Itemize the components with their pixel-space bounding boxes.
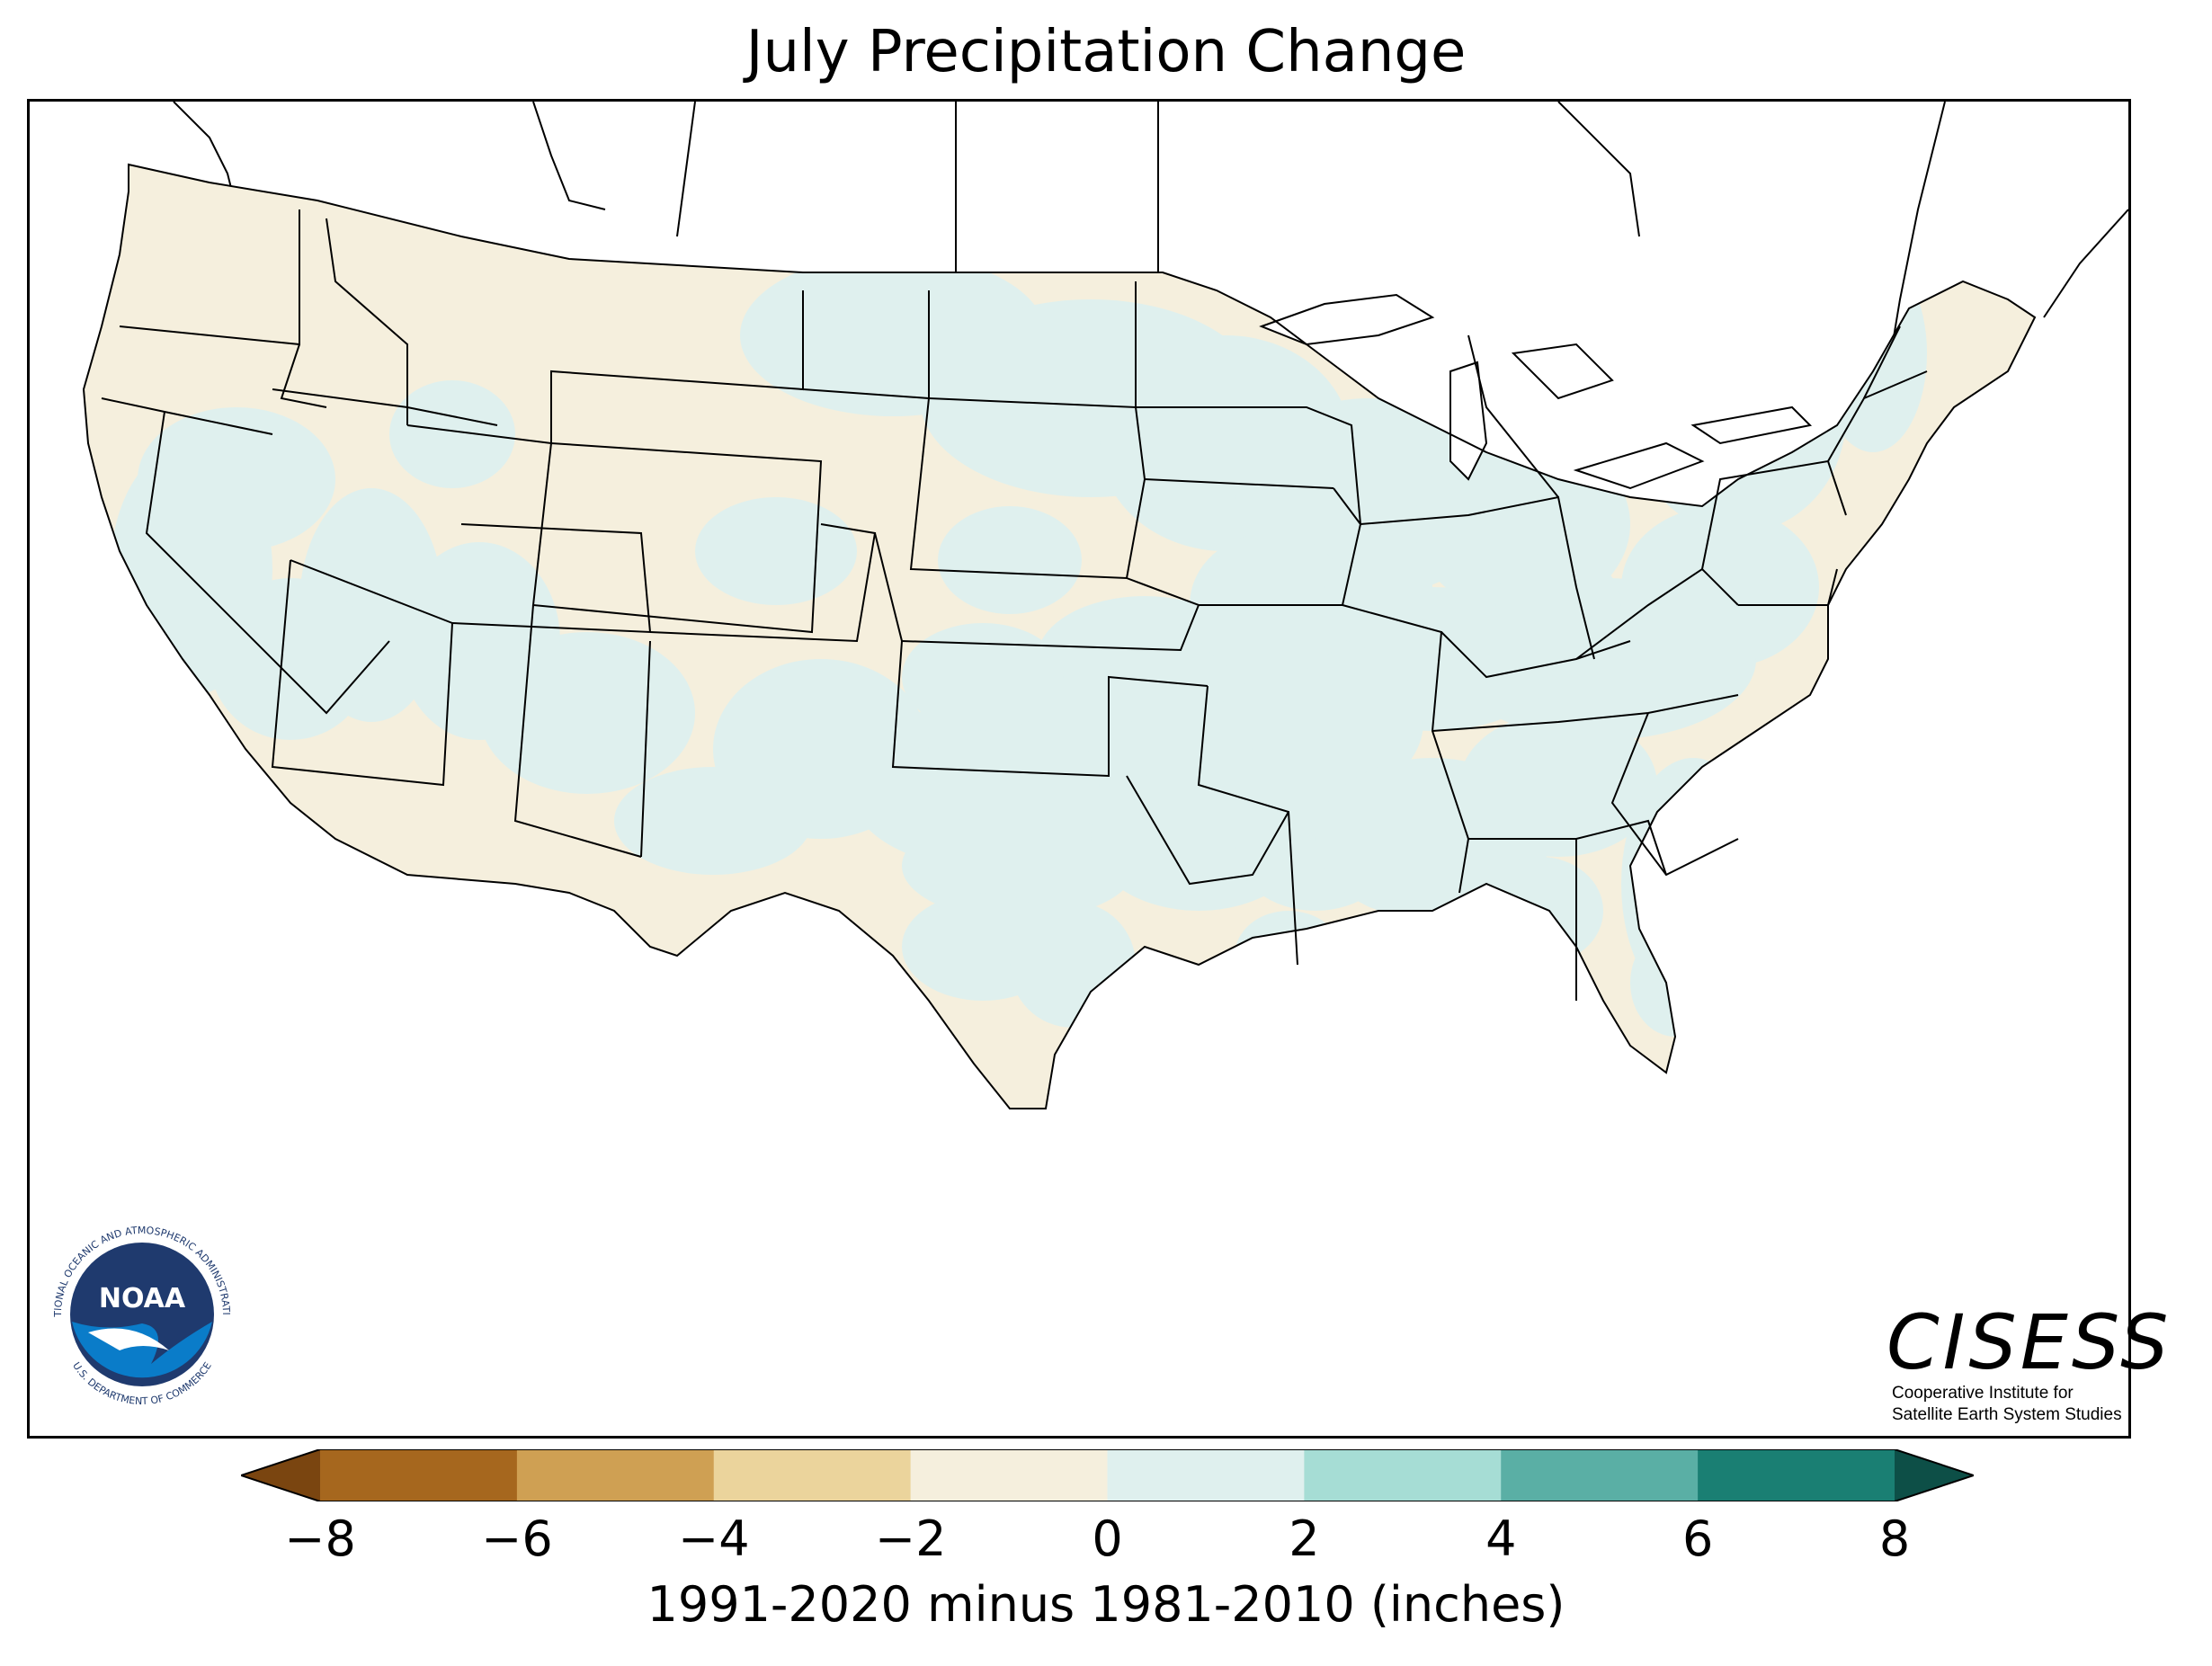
colorbar-extend-low [241, 1449, 320, 1501]
wet-region [138, 407, 335, 551]
colorbar-label: 1991-2020 minus 1981-2010 (inches) [647, 1576, 1565, 1633]
colorbar-tick-label: 2 [1289, 1510, 1320, 1567]
colorbar-segment [910, 1449, 1108, 1501]
wet-region [1495, 551, 1621, 659]
wet-region [1630, 929, 1720, 1037]
wet-region [1010, 902, 1136, 1028]
wet-region [614, 767, 812, 875]
land-areas [84, 165, 2035, 1109]
colorbar [241, 1449, 1974, 1501]
lake [1449, 361, 1488, 481]
noaa-logo: NOAA NATIONAL OCEANIC AND ATMOSPHERIC AD… [34, 1207, 244, 1416]
state-border [406, 290, 804, 445]
lake [1259, 293, 1435, 346]
colorbar-segment [320, 1449, 518, 1501]
wet-region [902, 623, 1064, 731]
state-border [280, 343, 327, 408]
state-border [1432, 694, 1739, 732]
lake [1573, 441, 1705, 490]
state-border [874, 532, 1209, 778]
state-border [901, 577, 1200, 652]
cisess-logo: CISESS Cooperative Institute for Satelli… [1886, 1298, 2172, 1426]
colorbar-segment [1698, 1449, 1895, 1501]
lake [1511, 343, 1614, 400]
wet-region [1459, 713, 1657, 857]
state-border [649, 523, 877, 643]
wet-region [1477, 857, 1603, 965]
colorbar-tick-label: −8 [284, 1510, 356, 1567]
state-border [1610, 712, 1739, 877]
state-border [1738, 568, 1838, 606]
us-map [82, 102, 2128, 1109]
state-border [1467, 334, 1559, 498]
state-border [1701, 459, 1847, 570]
colorbar-extend-high [1895, 1449, 1974, 1501]
state-border [1575, 567, 1739, 660]
map-frame [27, 99, 2131, 1439]
map-title: July Precipitation Change [745, 19, 1467, 85]
state-border [1468, 819, 1667, 876]
state-border [1440, 631, 1631, 679]
state-border [1863, 325, 1901, 399]
noaa-word: NOAA [99, 1283, 186, 1314]
wet-region [938, 506, 1082, 614]
state-border [451, 523, 652, 634]
colorbar-segment [1304, 1449, 1502, 1501]
canada-outline [173, 102, 2128, 400]
state-border [1136, 406, 1361, 525]
state-border [271, 559, 454, 787]
state-border [640, 640, 651, 858]
colorbar-tick-label: −2 [874, 1510, 947, 1567]
colorbar-tick-label: 0 [1092, 1510, 1123, 1567]
colorbar-segment [713, 1449, 912, 1501]
state-border [531, 442, 823, 634]
wet-region [1325, 533, 1432, 641]
cisess-line1: Cooperative Institute for [1892, 1384, 2074, 1403]
colorbar-segment [1501, 1449, 1699, 1501]
cisess-word: CISESS [1886, 1298, 2172, 1386]
colorbar-ticks: −8 −6 −4 −2 0 2 4 6 8 [0, 1510, 2212, 1573]
colorbar-segment [516, 1449, 715, 1501]
wet-region [695, 497, 857, 605]
state-border [1199, 487, 1362, 606]
wet-region [389, 380, 515, 488]
colorbar-tick-label: 8 [1878, 1510, 1911, 1567]
colorbar-tick-label: 4 [1485, 1510, 1517, 1567]
colorbar-segment [1107, 1449, 1305, 1501]
lake [1690, 405, 1813, 445]
state-border [1126, 775, 1289, 886]
state-borders [82, 163, 2037, 1109]
state-border [513, 604, 642, 858]
state-border [1144, 478, 1334, 489]
cisess-line2: Satellite Earth System Studies [1892, 1405, 2122, 1424]
colorbar-tick-label: −4 [677, 1510, 750, 1567]
state-border [1197, 685, 1298, 966]
state-border [326, 218, 408, 425]
colorbar-tick-label: 6 [1681, 1510, 1714, 1567]
wet-region [1819, 254, 1927, 452]
colorbar-tick-label: −6 [481, 1510, 553, 1567]
state-border [145, 411, 390, 715]
wet-region [902, 812, 1136, 920]
